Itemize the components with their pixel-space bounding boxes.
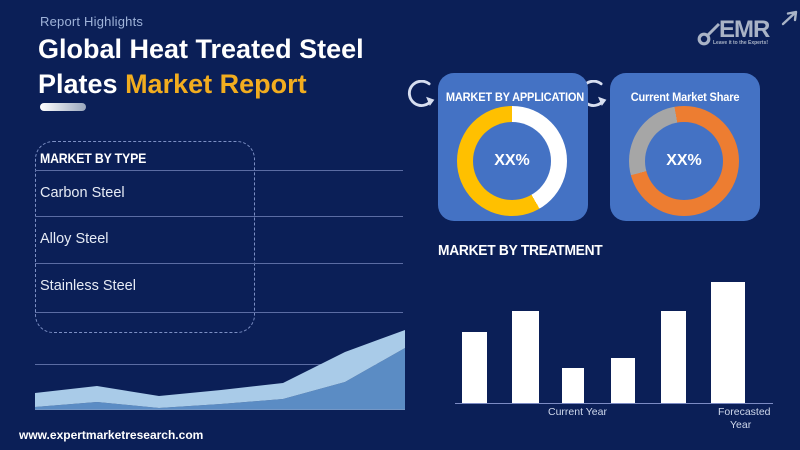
svg-text:EMR: EMR — [719, 16, 770, 43]
svg-text:Leave it to the Experts!: Leave it to the Experts! — [713, 40, 768, 46]
